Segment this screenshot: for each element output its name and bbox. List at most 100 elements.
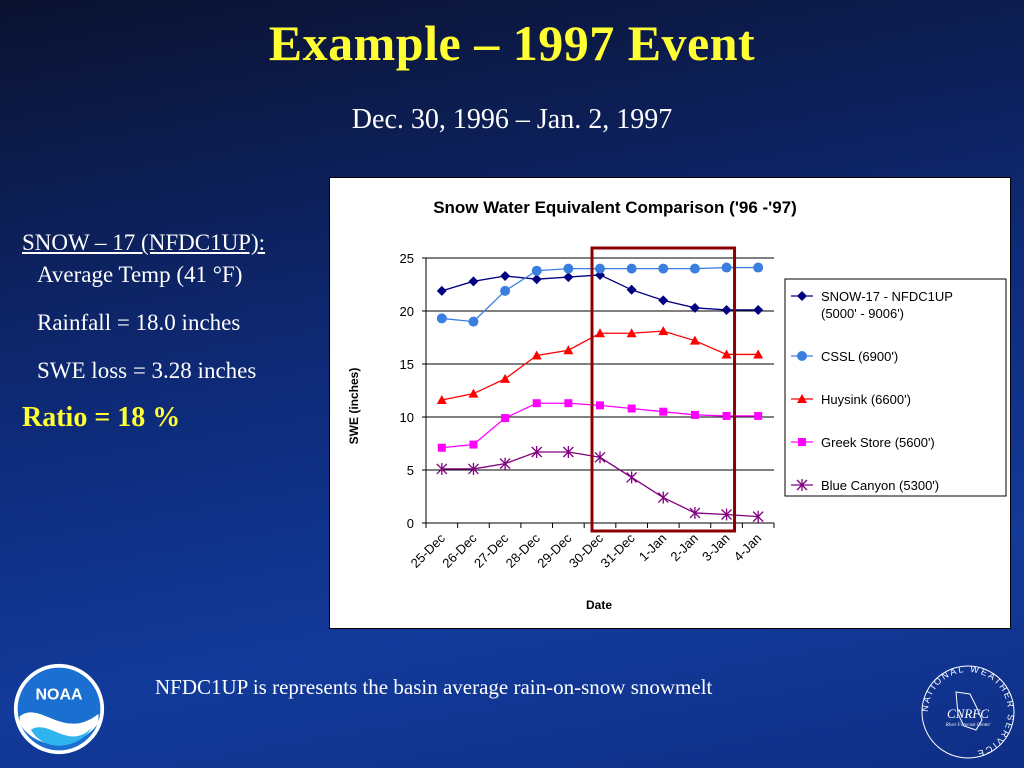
x-axis-label: Date [586,598,612,612]
data-point [658,263,669,274]
y-tick-label: 25 [400,251,414,266]
data-point [467,462,479,475]
data-point [531,445,543,458]
cnrfc-text: CNRFC [947,706,989,721]
swe-chart: Snow Water Equivalent Comparison ('96 -'… [347,198,1007,612]
data-point [562,445,574,458]
data-point [500,285,511,296]
data-point [532,399,541,408]
data-point [626,284,637,295]
y-tick-label: 20 [400,304,414,319]
data-point [468,388,479,398]
slide-title: Example – 1997 Event [268,15,756,71]
legend-label: Blue Canyon (5300') [821,478,939,493]
data-point [469,440,478,449]
data-point [689,263,700,274]
x-tick-label: 29-Dec [534,530,575,571]
cnrfc-subtext: River Forecast Center [945,723,991,728]
x-tick-label: 25-Dec [408,530,449,571]
notes-panel: SNOW – 17 (NFDC1UP): Average Temp (41 °F… [22,230,322,434]
chart-title: Snow Water Equivalent Comparison ('96 -'… [433,198,797,217]
series-line [441,330,759,401]
highlight-box [590,246,737,533]
data-point [468,276,479,287]
data-point [468,316,479,327]
data-point [436,462,448,475]
y-tick-label: 5 [407,463,414,478]
x-tick-label: 31-Dec [598,530,639,571]
data-point [501,414,510,423]
x-tick-label: 3-Jan [699,531,733,565]
notes-temp: Average Temp (41 °F) [37,262,243,287]
data-point [689,335,700,345]
data-point [752,510,764,523]
legend-box [784,278,1007,497]
data-point [500,271,511,282]
legend-marker [796,479,808,491]
legend-label: Huysink (6600') [821,392,911,407]
data-point [657,491,669,504]
data-point [499,457,511,470]
notes-rainfall: Rainfall = 18.0 inches [37,310,241,335]
legend-marker [797,394,807,403]
y-tick-label: 10 [400,410,414,425]
legend-label: CSSL (6900') [821,349,898,364]
data-point [595,328,605,338]
data-point [658,326,669,336]
data-point [626,328,637,338]
data-point [658,295,669,306]
x-tick-label: 28-Dec [503,530,544,571]
data-point [563,263,574,274]
data-point [595,263,605,274]
y-axis-label: SWE (inches) [347,368,361,445]
noaa-logo: NOAA [13,663,105,755]
x-tick-label: 26-Dec [439,530,480,571]
notes-ratio: Ratio = 18 % [22,402,181,433]
data-point [753,262,764,273]
y-tick-label: 15 [400,357,414,372]
series-line [441,274,759,311]
data-point [753,349,764,359]
data-point [689,506,701,519]
legend-marker [797,291,807,301]
notes-swe-loss: SWE loss = 3.28 inches [37,358,257,383]
x-tick-label: 30-Dec [566,530,607,571]
data-point [436,395,447,405]
x-tick-label: 27-Dec [471,530,512,571]
x-tick-label: 1-Jan [636,531,670,565]
series-line [441,402,759,449]
y-tick-label: 0 [407,516,414,531]
slide-subtitle: Dec. 30, 1996 – Jan. 2, 1997 [351,104,673,135]
chart-panel: Snow Water Equivalent Comparison ('96 -'… [329,177,1011,629]
legend-marker [797,351,807,361]
data-point [563,272,574,283]
legend-label: (5000' - 9006') [821,306,904,321]
data-point [595,269,605,280]
data-point [531,274,542,285]
data-point [594,451,606,464]
data-point [436,313,447,324]
slide-caption: NFDC1UP is represents the basin average … [155,675,713,699]
data-point [436,285,447,296]
data-point [596,401,604,410]
data-point [627,404,636,413]
data-point [531,350,542,360]
noaa-logo-text: NOAA [35,687,82,704]
data-point [500,373,511,383]
data-point [690,410,699,419]
data-point [722,411,731,420]
data-point [721,304,732,315]
data-point [531,265,542,276]
nws-cnrfc-logo: NATIONAL WEATHER SERVICE CNRFC River For… [920,664,1015,759]
data-point [721,508,733,521]
x-tick-label: 2-Jan [667,531,701,565]
data-point [564,399,573,408]
x-tick-label: 4-Jan [731,531,765,565]
data-point [563,345,574,355]
data-point [754,411,763,420]
data-point [753,304,764,315]
data-point [437,443,446,452]
data-point [626,471,638,484]
legend-marker [798,438,806,446]
data-point [721,262,732,273]
